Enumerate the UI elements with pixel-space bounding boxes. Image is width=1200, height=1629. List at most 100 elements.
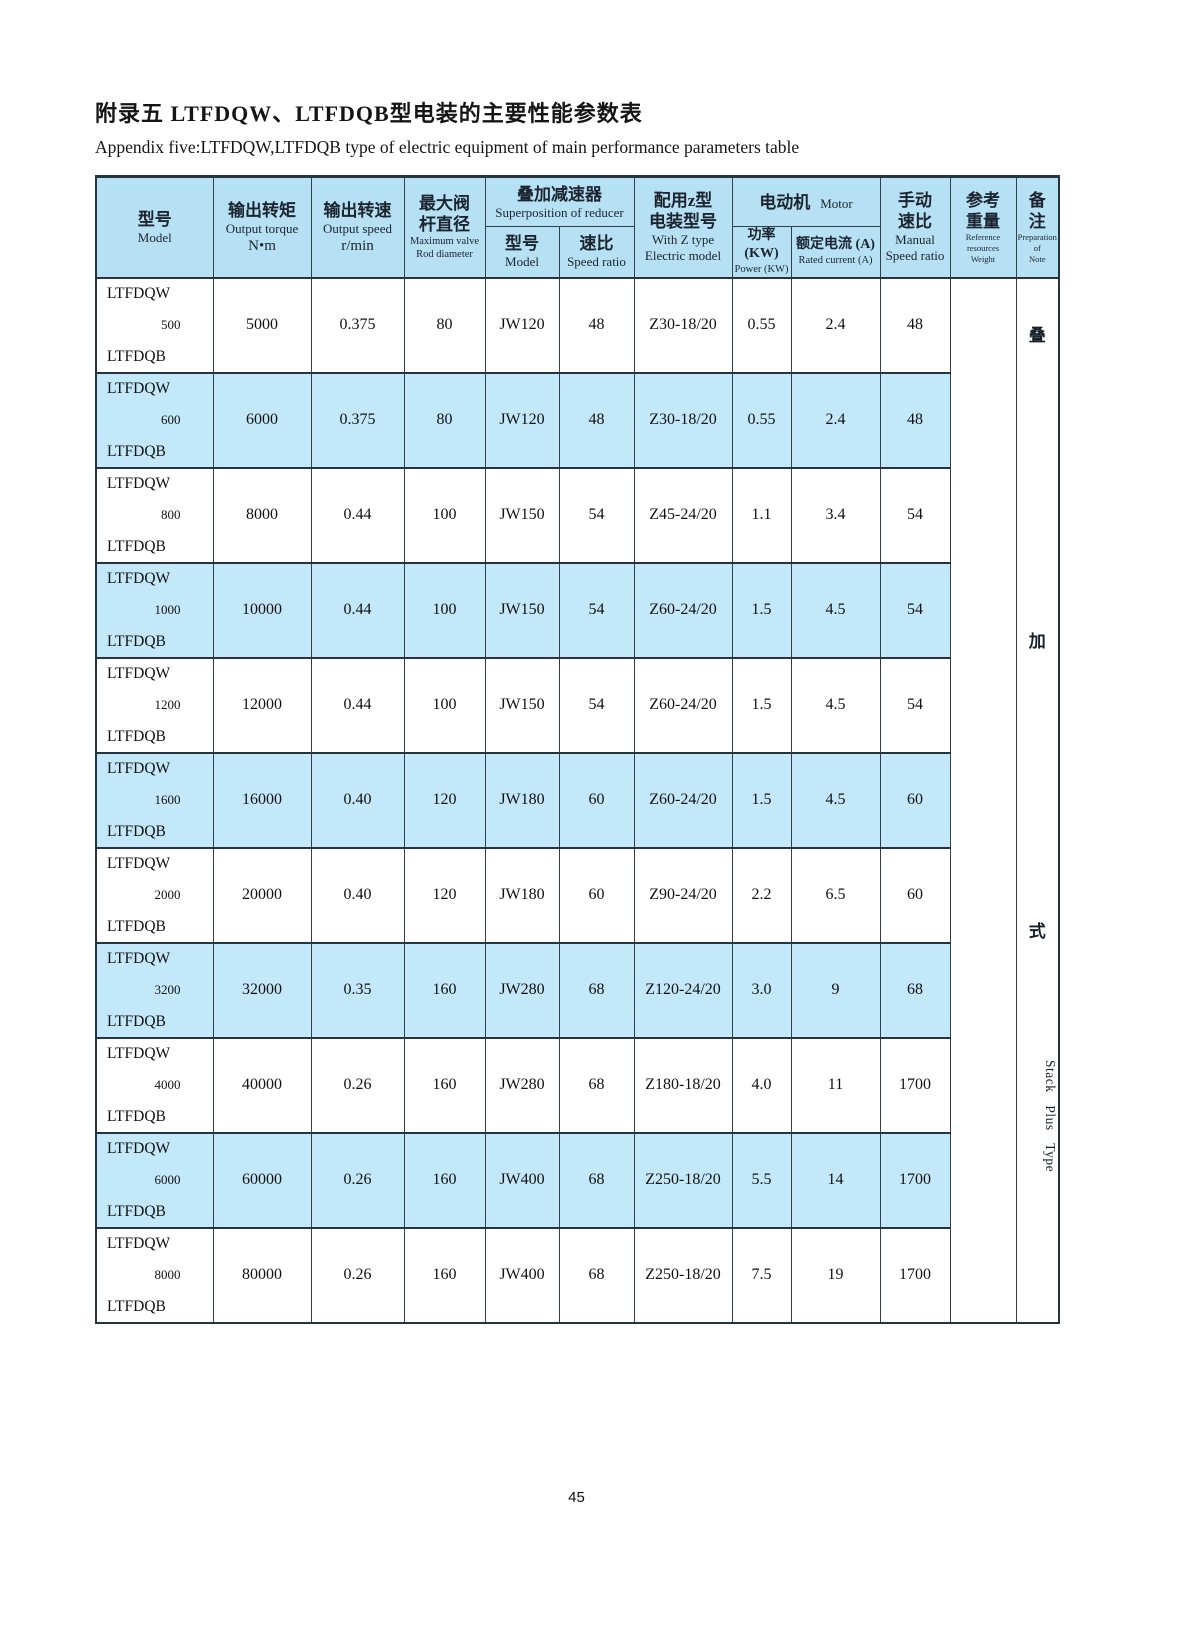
speed-cell: 0.375 [310,372,405,468]
speed-cell: 0.26 [310,1132,405,1228]
z-model-cell: Z90-24/20 [633,847,733,943]
torque-cell: 10000 [212,562,312,658]
manual-ratio-cell: 54 [879,657,951,753]
reducer-ratio-cell: 68 [558,942,635,1038]
reducer-model-cell: JW400 [484,1227,560,1323]
current-cell: 4.5 [790,657,881,753]
reducer-model-cell: JW180 [484,847,560,943]
torque-cell: 80000 [212,1227,312,1323]
model-cell: LTFDQW 3200 LTFDQB [95,942,214,1038]
torque-cell: 8000 [212,467,312,563]
torque-cell: 20000 [212,847,312,943]
rod-cell: 160 [403,1227,486,1323]
reducer-model-cell: JW150 [484,657,560,753]
torque-cell: 5000 [212,277,312,373]
z-model-cell: Z60-24/20 [633,657,733,753]
rod-cell: 100 [403,467,486,563]
speed-cell: 0.26 [310,1227,405,1323]
note-column-cell: 叠 加 式 Stack Plus Type [1015,277,1060,1323]
col-header-z-type: 配用z型 电装型号 With Z type Electric model [633,176,733,278]
rod-cell: 120 [403,847,486,943]
group-header-motor: 电动机 Motor [731,176,881,227]
reducer-ratio-cell: 54 [558,467,635,563]
speed-cell: 0.44 [310,562,405,658]
col-header-manual-ratio: 手动 速比 Manual Speed ratio [879,176,951,278]
z-model-cell: Z60-24/20 [633,752,733,848]
power-cell: 1.1 [731,467,792,563]
current-cell: 9 [790,942,881,1038]
table-row: LTFDQW 8000 LTFDQB 80000 0.26 160 JW400 … [95,1227,1059,1323]
reducer-model-cell: JW150 [484,467,560,563]
model-cell: LTFDQW 1600 LTFDQB [95,752,214,848]
power-cell: 7.5 [731,1227,792,1323]
current-cell: 11 [790,1037,881,1133]
reducer-ratio-cell: 60 [558,752,635,848]
power-cell: 3.0 [731,942,792,1038]
col-header-output-speed: 输出转速 Output speed r/min [310,176,405,278]
manual-ratio-cell: 60 [879,847,951,943]
manual-ratio-cell: 1700 [879,1037,951,1133]
sub-header-reducer-ratio: 速比 Speed ratio [558,226,635,278]
torque-cell: 6000 [212,372,312,468]
speed-cell: 0.40 [310,752,405,848]
speed-cell: 0.44 [310,657,405,753]
page-number: 45 [568,1489,585,1506]
reducer-ratio-cell: 68 [558,1037,635,1133]
table-row: LTFDQW 1000 LTFDQB 10000 0.44 100 JW150 … [95,562,1059,658]
model-cell: LTFDQW 600 LTFDQB [95,372,214,468]
z-model-cell: Z180-18/20 [633,1037,733,1133]
speed-cell: 0.35 [310,942,405,1038]
rod-cell: 160 [403,1132,486,1228]
reducer-model-cell: JW400 [484,1132,560,1228]
model-cell: LTFDQW 500 LTFDQB [95,277,214,373]
power-cell: 0.55 [731,277,792,373]
z-model-cell: Z30-18/20 [633,372,733,468]
current-cell: 14 [790,1132,881,1228]
rod-cell: 160 [403,1037,486,1133]
reducer-model-cell: JW280 [484,942,560,1038]
model-cell: LTFDQW 1200 LTFDQB [95,657,214,753]
rod-cell: 100 [403,562,486,658]
page-subtitle: Appendix five:LTFDQW,LTFDQB type of elec… [95,137,800,157]
current-cell: 19 [790,1227,881,1323]
header-row-subs: 型号 Model 速比 Speed ratio 功率(KW) Power (KW… [96,226,1059,278]
current-cell: 4.5 [790,562,881,658]
manual-ratio-cell: 48 [879,277,951,373]
current-cell: 3.4 [790,467,881,563]
z-model-cell: Z120-24/20 [633,942,733,1038]
manual-ratio-cell: 48 [879,372,951,468]
rod-cell: 80 [403,277,486,373]
model-cell: LTFDQW 4000 LTFDQB [95,1037,214,1133]
power-cell: 1.5 [731,657,792,753]
torque-cell: 12000 [212,657,312,753]
rod-cell: 80 [403,372,486,468]
current-cell: 4.5 [790,752,881,848]
speed-cell: 0.40 [310,847,405,943]
current-cell: 2.4 [790,372,881,468]
col-header-model: 型号 Model [95,176,214,278]
header-row-groups: 型号 Model 输出转矩 Output torque N•m 输出转速 Out… [95,176,1060,278]
spec-table: 型号 Model 输出转矩 Output torque N•m 输出转速 Out… [95,175,1060,1324]
current-cell: 6.5 [790,847,881,943]
z-model-cell: Z250-18/20 [633,1132,733,1228]
model-cell: LTFDQW 2000 LTFDQB [95,847,214,943]
manual-ratio-cell: 68 [879,942,951,1038]
sub-header-current: 额定电流 (A) Rated current (A) [790,226,881,278]
power-cell: 0.55 [731,372,792,468]
note-vertical-text: Stack Plus Type [1043,1060,1058,1173]
reducer-model-cell: JW120 [484,277,560,373]
note-char-3: 式 [1028,921,1046,941]
torque-cell: 16000 [212,752,312,848]
col-header-max-valve: 最大阀 杆直径 Maximum valve Rod diameter [403,176,486,278]
model-cell: LTFDQW 6000 LTFDQB [95,1132,214,1228]
reducer-ratio-cell: 68 [558,1227,635,1323]
model-cell: LTFDQW 8000 LTFDQB [95,1227,214,1323]
power-cell: 5.5 [731,1132,792,1228]
page-title: 附录五 LTFDQW、LTFDQB型电装的主要性能参数表 [95,101,643,126]
reducer-ratio-cell: 48 [558,277,635,373]
table-row: LTFDQW 800 LTFDQB 8000 0.44 100 JW150 54… [95,467,1059,563]
table-row: LTFDQW 1600 LTFDQB 16000 0.40 120 JW180 … [95,752,1059,848]
speed-cell: 0.26 [310,1037,405,1133]
z-model-cell: Z30-18/20 [633,277,733,373]
reducer-model-cell: JW180 [484,752,560,848]
